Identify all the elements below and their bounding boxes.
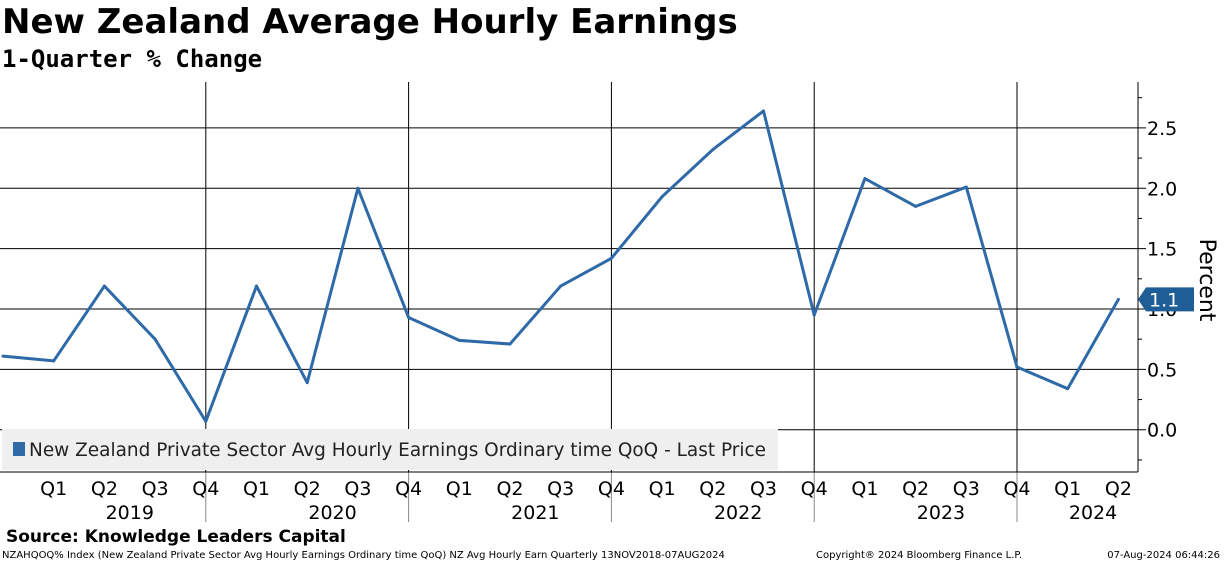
chart-title: New Zealand Average Hourly Earnings	[2, 2, 738, 42]
last-value-label: 1.1	[1149, 289, 1179, 311]
footer-timestamp: 07-Aug-2024 06:44:26	[1107, 550, 1220, 561]
data-point	[711, 148, 715, 152]
data-point	[1066, 387, 1070, 391]
x-tick-label-year: 2023	[917, 502, 965, 524]
legend-label: New Zealand Private Sector Avg Hourly Ea…	[29, 439, 766, 461]
x-tick-label-quarter: Q2	[1105, 478, 1132, 500]
data-point	[1015, 365, 1019, 369]
data-point	[407, 315, 411, 319]
x-tick-label-year: 2024	[1069, 502, 1117, 524]
y-axis-title: Percent	[1194, 239, 1219, 322]
x-tick-label-quarter: Q2	[902, 478, 929, 500]
x-tick-label-quarter: Q3	[750, 478, 777, 500]
y-tick-label: 0.0	[1147, 420, 1177, 442]
data-point	[305, 381, 309, 385]
x-tick-label-quarter: Q3	[953, 478, 980, 500]
x-tick-label-quarter: Q2	[699, 478, 726, 500]
x-tick-label-year: 2022	[714, 502, 762, 524]
x-tick-label-quarter: Q4	[395, 478, 422, 500]
data-point	[559, 284, 563, 288]
x-tick-label-quarter: Q4	[801, 478, 828, 500]
x-tick-label-quarter: Q2	[91, 478, 118, 500]
y-tick-label: 1.5	[1147, 239, 1177, 261]
x-tick-label-quarter: Q4	[1003, 478, 1030, 500]
x-tick-label-quarter: Q3	[547, 478, 574, 500]
data-point	[660, 195, 664, 199]
x-tick-label-quarter: Q1	[851, 478, 878, 500]
legend-box	[2, 429, 778, 470]
x-tick-label-quarter: Q2	[294, 478, 321, 500]
footer-ticker-info: NZAHQOQ% Index (New Zealand Private Sect…	[2, 550, 725, 561]
x-tick-label-year: 2019	[106, 502, 154, 524]
data-point	[153, 337, 157, 341]
y-tick-label: 2.0	[1147, 178, 1177, 200]
data-point	[964, 185, 968, 189]
data-point	[762, 109, 765, 113]
data-point	[255, 284, 258, 288]
x-tick-label-year: 2020	[308, 502, 356, 524]
data-point	[812, 313, 816, 317]
data-point	[102, 284, 106, 288]
data-point	[204, 419, 208, 423]
source-note: Source: Knowledge Leaders Capital	[6, 527, 346, 547]
x-tick-label-quarter: Q3	[344, 478, 371, 500]
footer-copyright: Copyright® 2024 Bloomberg Finance L.P.	[816, 550, 1023, 561]
x-tick-label-quarter: Q2	[496, 478, 523, 500]
legend-swatch	[13, 442, 25, 456]
y-tick-label: 2.5	[1147, 118, 1177, 140]
x-tick-label-quarter: Q3	[142, 478, 169, 500]
x-tick-label-quarter: Q4	[598, 478, 625, 500]
x-tick-label-quarter: Q4	[192, 478, 219, 500]
x-tick-label-quarter: Q1	[40, 478, 67, 500]
data-point	[863, 177, 867, 181]
y-tick-label: 0.5	[1147, 359, 1177, 381]
data-point	[609, 256, 613, 260]
data-point	[1, 354, 5, 358]
data-point	[457, 338, 461, 342]
data-point	[914, 204, 918, 208]
data-point	[356, 186, 360, 190]
data-point	[1116, 297, 1120, 301]
x-tick-label-year: 2021	[511, 502, 559, 524]
series-line	[2, 109, 1120, 423]
data-point	[508, 342, 512, 346]
chart-subtitle: 1-Quarter % Change	[2, 45, 263, 73]
x-tick-label-quarter: Q1	[649, 478, 676, 500]
data-point	[52, 359, 56, 363]
x-tick-label-quarter: Q1	[446, 478, 473, 500]
x-tick-label-quarter: Q1	[1054, 478, 1081, 500]
last-value-marker	[1138, 287, 1194, 312]
x-tick-label-quarter: Q1	[243, 478, 270, 500]
